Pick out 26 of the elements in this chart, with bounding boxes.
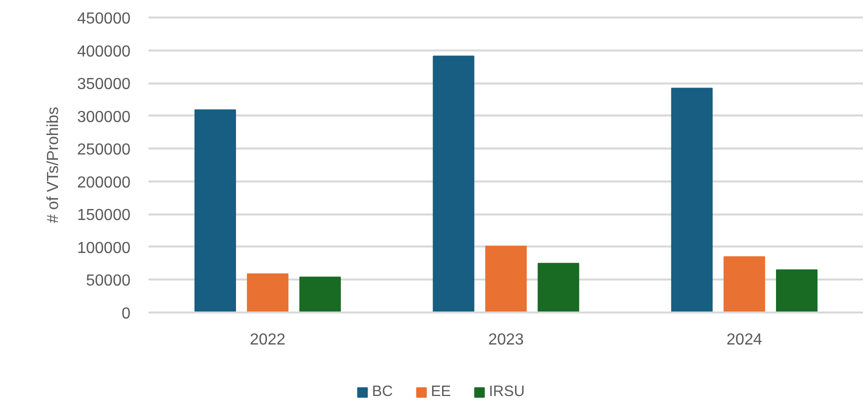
y-tick-label: 350000 (77, 76, 131, 94)
x-tick-label: 2022 (250, 332, 286, 348)
y-axis-title: # of VTs/Prohibs (45, 106, 62, 224)
bar (432, 56, 474, 312)
bar (724, 256, 766, 312)
bar (776, 269, 818, 312)
y-tick-label: 50000 (86, 272, 131, 290)
y-tick-label: 300000 (77, 108, 131, 126)
y-tick-label: 150000 (77, 207, 131, 224)
bar (485, 246, 527, 312)
y-tick-label: 400000 (77, 43, 131, 60)
bar (246, 273, 288, 312)
bar (538, 262, 580, 312)
bar (671, 88, 713, 312)
x-tick-label: 2023 (488, 332, 524, 348)
y-tick-label: 200000 (77, 174, 131, 192)
bar (299, 276, 341, 312)
y-tick-label: 100000 (77, 240, 131, 257)
y-tick-label: 0 (122, 306, 131, 322)
y-tick-label: 450000 (77, 10, 131, 28)
x-tick-label: 2024 (726, 332, 762, 348)
y-tick-label: 250000 (77, 142, 131, 159)
legend-label: IRSU (488, 383, 525, 400)
bar (194, 109, 236, 312)
legend-label: EE (430, 383, 451, 400)
legend-label: BC (372, 383, 393, 400)
